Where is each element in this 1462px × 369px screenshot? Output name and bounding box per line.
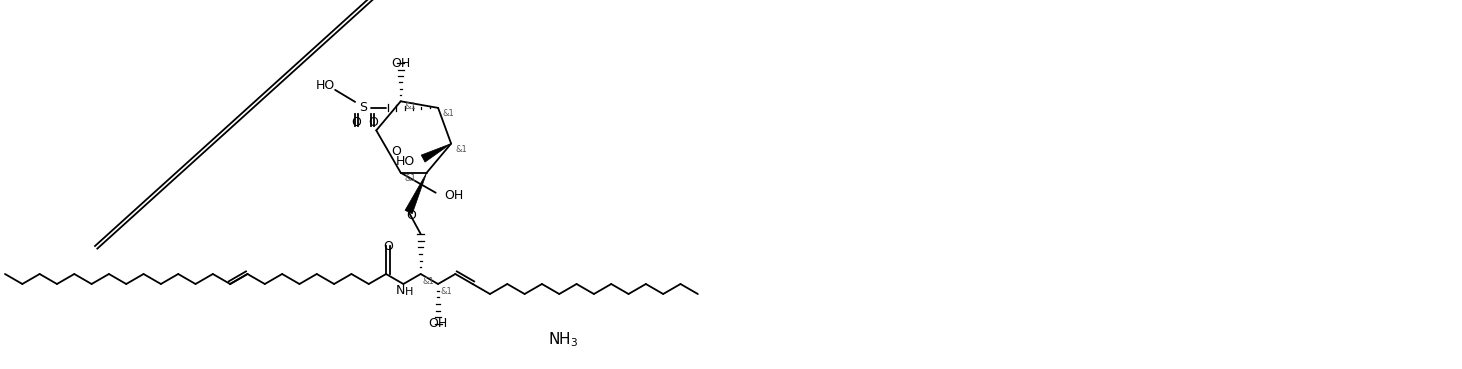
Text: HO: HO — [316, 79, 335, 92]
Text: &1: &1 — [405, 174, 417, 183]
Text: O: O — [383, 240, 393, 253]
Text: O: O — [392, 145, 402, 158]
Text: O: O — [368, 116, 379, 129]
Text: O: O — [406, 209, 415, 222]
Text: O: O — [351, 116, 361, 129]
Text: H: H — [405, 287, 414, 297]
Text: OH: OH — [428, 317, 447, 330]
Polygon shape — [421, 144, 452, 162]
Polygon shape — [405, 173, 427, 214]
Text: OH: OH — [390, 57, 411, 70]
Text: N: N — [396, 283, 405, 297]
Text: &1: &1 — [455, 145, 466, 154]
Text: &1: &1 — [442, 109, 453, 118]
Text: &1: &1 — [440, 287, 452, 297]
Text: OH: OH — [444, 189, 463, 202]
Text: &1: &1 — [405, 102, 417, 111]
Text: &1: &1 — [423, 277, 434, 286]
Text: NH$_3$: NH$_3$ — [548, 331, 577, 349]
Text: S: S — [360, 101, 367, 114]
Text: HO: HO — [396, 155, 415, 168]
